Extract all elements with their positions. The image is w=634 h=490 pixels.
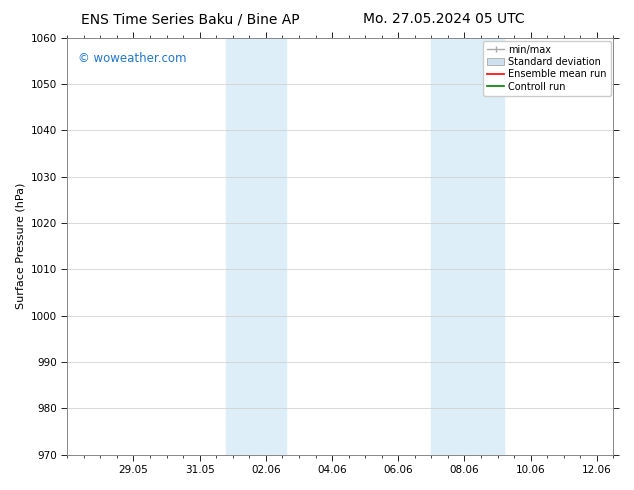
Text: © woweather.com: © woweather.com bbox=[78, 52, 186, 65]
Bar bbox=[431, 38, 504, 455]
Text: ENS Time Series Baku / Bine AP: ENS Time Series Baku / Bine AP bbox=[81, 12, 299, 26]
Y-axis label: Surface Pressure (hPa): Surface Pressure (hPa) bbox=[15, 183, 25, 309]
Legend: min/max, Standard deviation, Ensemble mean run, Controll run: min/max, Standard deviation, Ensemble me… bbox=[483, 41, 611, 96]
Text: Mo. 27.05.2024 05 UTC: Mo. 27.05.2024 05 UTC bbox=[363, 12, 524, 26]
Bar bbox=[226, 38, 286, 455]
